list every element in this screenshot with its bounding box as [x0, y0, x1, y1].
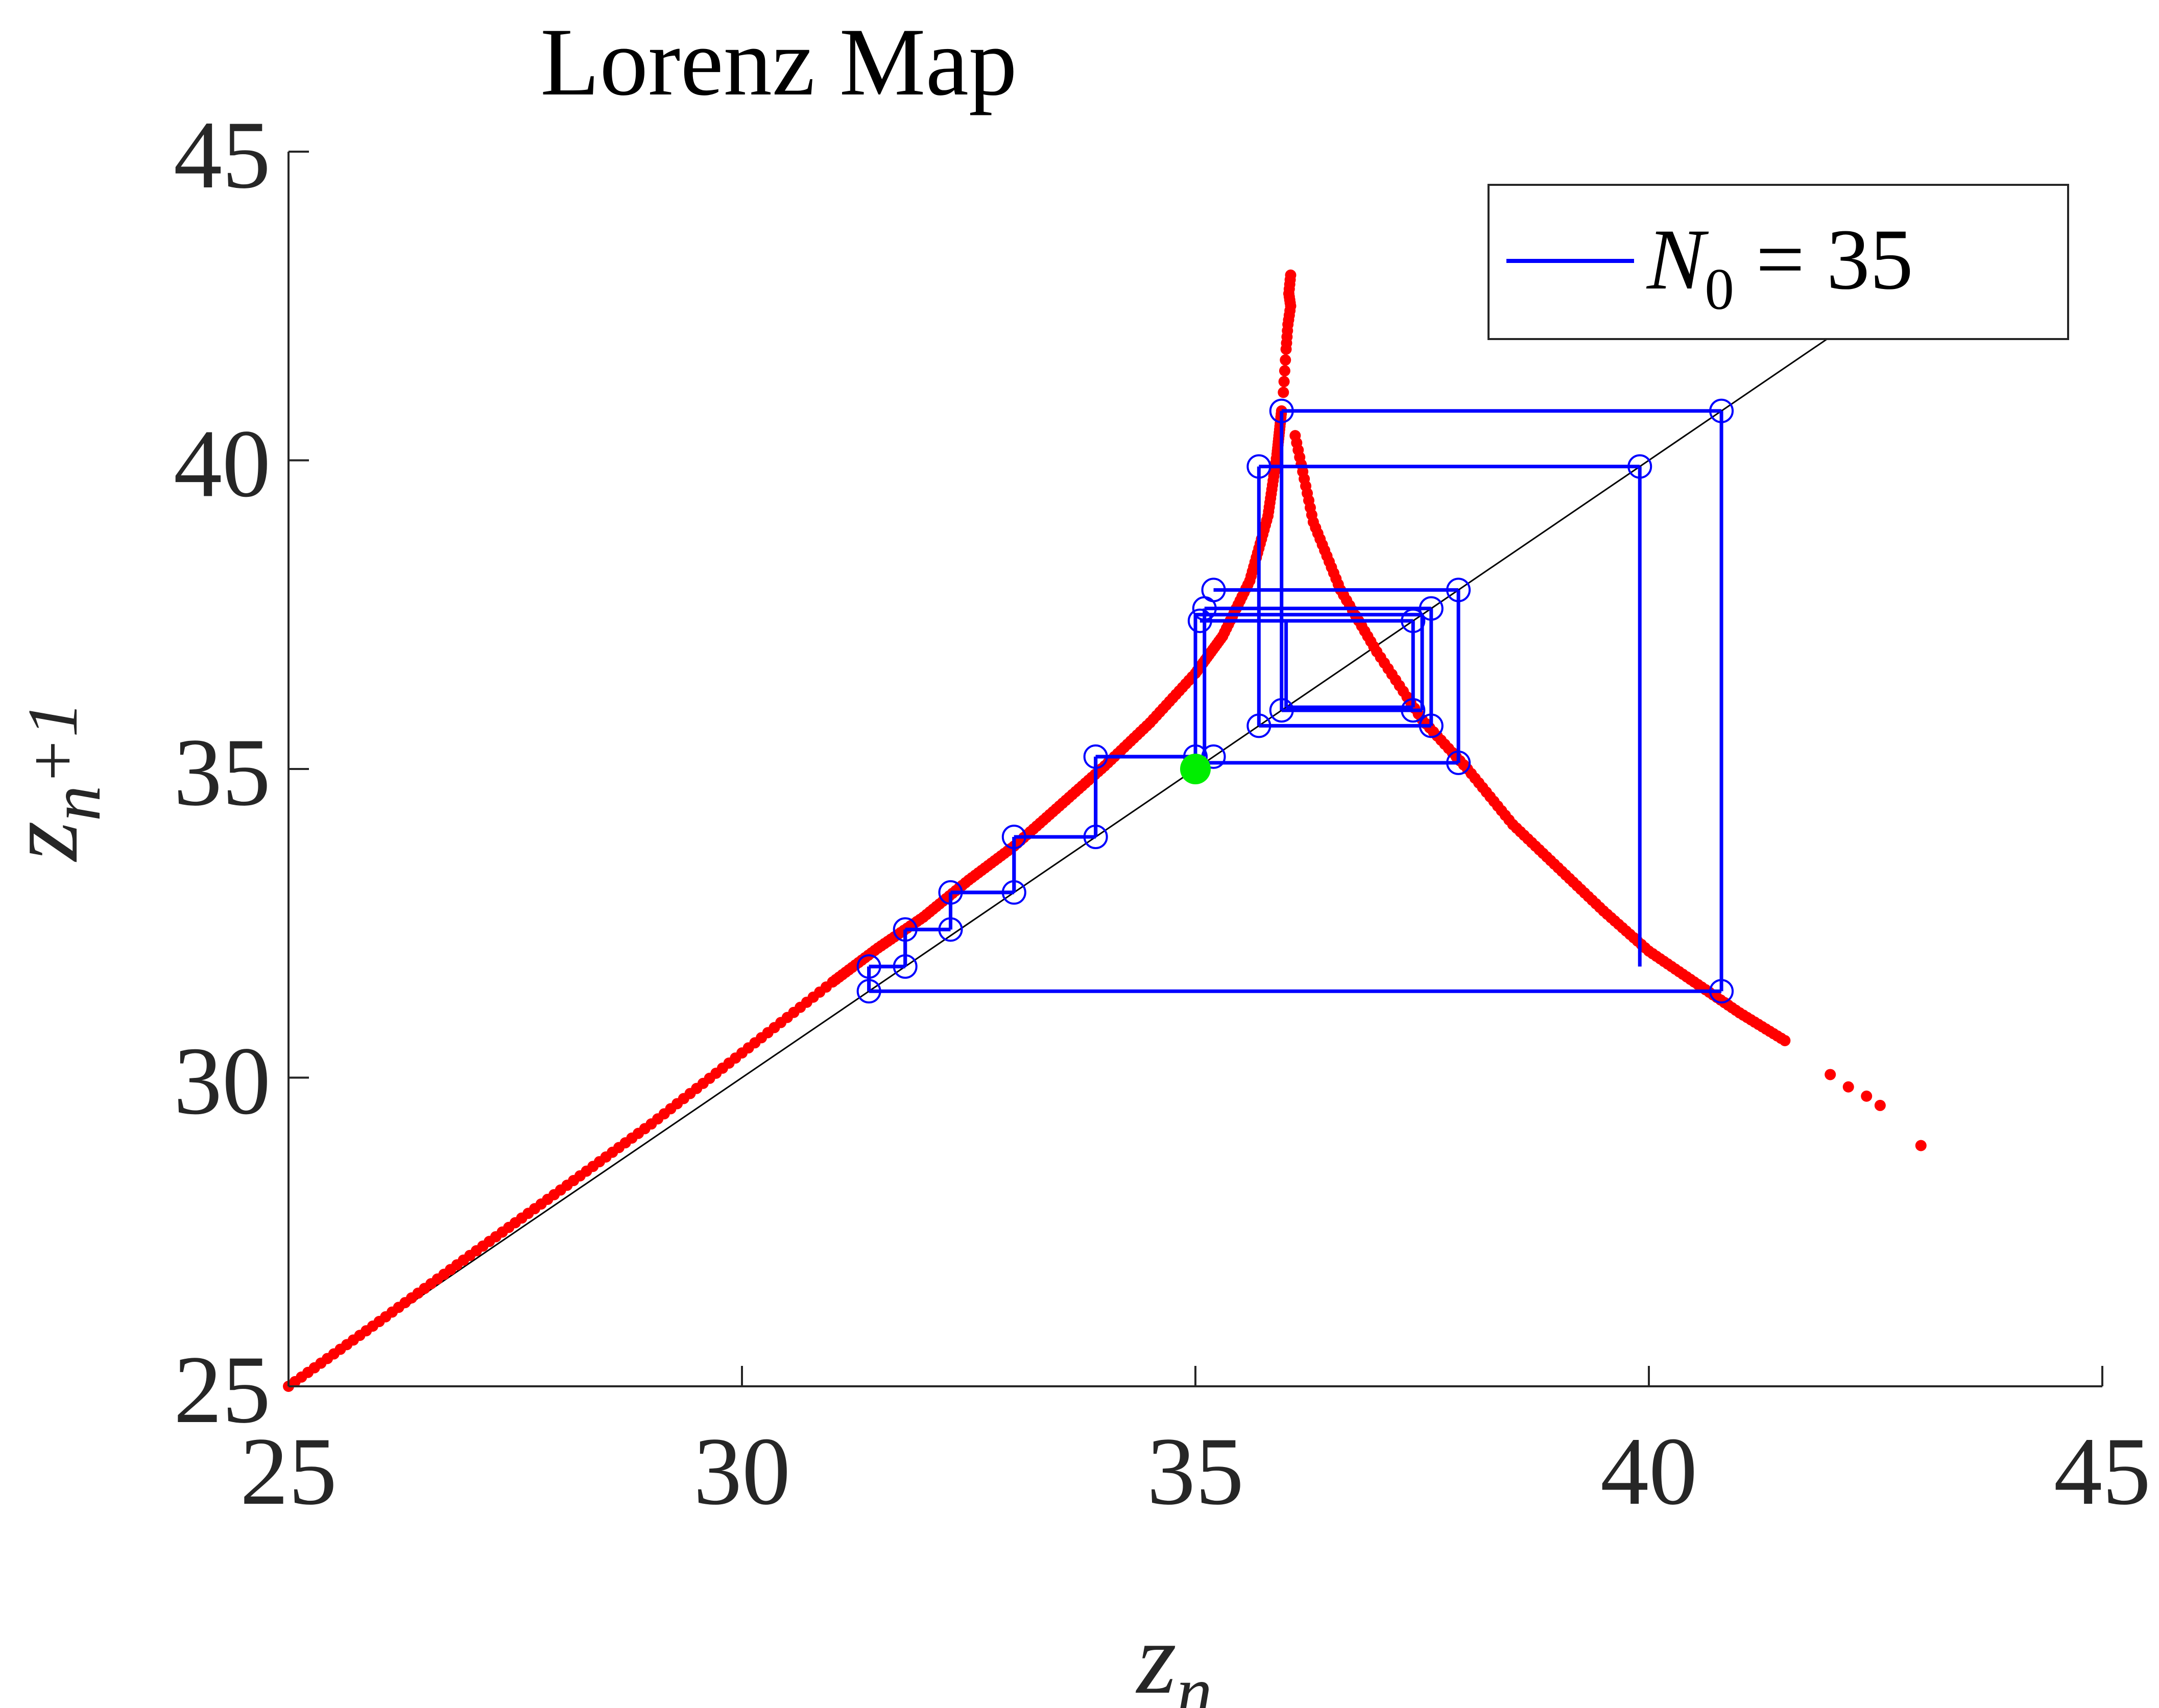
- cobweb-marker: [1246, 713, 1272, 738]
- cobweb-marker: [1001, 824, 1026, 849]
- y-tick-label: 40: [174, 411, 271, 518]
- cobweb-marker: [1627, 454, 1652, 479]
- y-tick-label: 35: [174, 719, 271, 826]
- axes: 25 30 35 40 45 25 30 35 40 45: [174, 102, 2151, 1525]
- cobweb-marker: [938, 880, 963, 905]
- cobweb-marker: [1401, 698, 1426, 723]
- map-point: [1915, 1140, 1927, 1151]
- cobweb-marker: [1083, 744, 1108, 769]
- x-tick-label: 40: [1600, 1418, 1697, 1525]
- identity-line: [288, 231, 1985, 1387]
- y-tick-label: 45: [174, 102, 271, 209]
- cobweb-marker: [1201, 578, 1226, 603]
- map-point: [1779, 1035, 1791, 1046]
- y-tick-label: 30: [174, 1028, 271, 1135]
- map-point: [1842, 1081, 1854, 1093]
- map-point: [1279, 365, 1290, 377]
- cobweb-marker: [856, 979, 881, 1004]
- map-point: [1874, 1099, 1886, 1111]
- x-tick-label: 25: [240, 1418, 337, 1525]
- cobweb-marker: [1709, 398, 1734, 423]
- cobweb-marker: [893, 954, 918, 979]
- x-tick-label: 30: [693, 1418, 790, 1525]
- cobweb-marker: [1187, 608, 1212, 633]
- map-point: [1278, 376, 1290, 388]
- cobweb-marker: [1419, 713, 1444, 738]
- map-point: [1280, 354, 1291, 366]
- legend: N0 = 35: [1488, 184, 2069, 340]
- cobweb-marker: [1001, 880, 1026, 905]
- cobweb-marker: [938, 917, 963, 942]
- y-axis-label: zn+1: [0, 702, 115, 862]
- cobweb-marker: [1269, 398, 1294, 423]
- plot-area: [283, 231, 1985, 1392]
- x-tick-label: 35: [1147, 1418, 1244, 1525]
- cobweb-marker: [1083, 824, 1108, 849]
- cobweb-marker: [1269, 698, 1294, 723]
- cobweb-marker: [893, 917, 918, 942]
- cobweb-marker: [856, 954, 881, 979]
- map-point: [1825, 1069, 1836, 1080]
- cobweb-marker: [1246, 454, 1272, 479]
- map-point: [1285, 269, 1297, 281]
- x-tick-label: 45: [2054, 1418, 2151, 1525]
- cobweb-marker: [1446, 750, 1471, 775]
- cobweb-marker: [1419, 596, 1444, 621]
- cobweb-marker: [1709, 979, 1734, 1004]
- map-point: [1861, 1090, 1873, 1102]
- chart-title: Lorenz Map: [540, 9, 1017, 116]
- y-tick-label: 25: [174, 1336, 271, 1444]
- x-axis-label: zn: [1135, 1602, 1212, 1708]
- legend-label: N0 = 35: [1646, 211, 1913, 322]
- start-point: [1180, 754, 1211, 784]
- cobweb-marker: [1446, 578, 1471, 603]
- cobweb-marker: [1401, 608, 1426, 633]
- map-point: [1278, 387, 1289, 398]
